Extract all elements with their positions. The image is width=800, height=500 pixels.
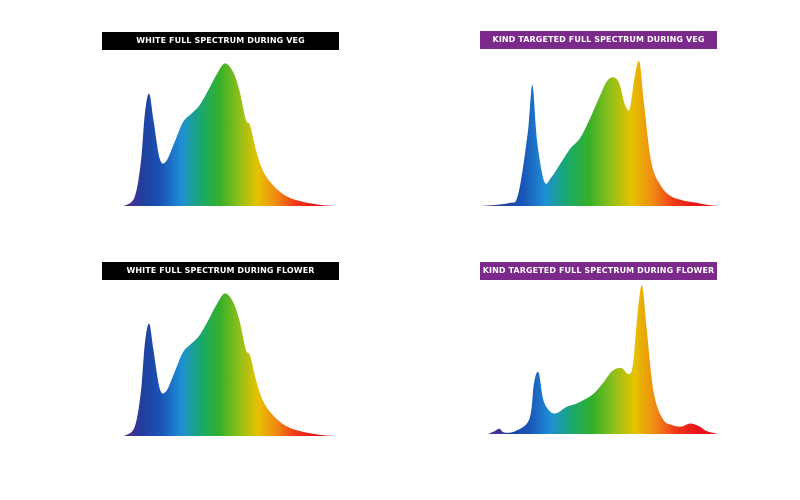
panel-white-veg: WHITE FULL SPECTRUM DURING VEG — [102, 32, 352, 222]
spectrum-chart — [480, 60, 718, 206]
spectrum-chart — [488, 285, 718, 434]
panel-white-flower: WHITE FULL SPECTRUM DURING FLOWER — [102, 262, 352, 452]
spectrum-area — [124, 293, 334, 436]
chart-title: WHITE FULL SPECTRUM DURING VEG — [102, 32, 339, 50]
chart-title: KIND TARGETED FULL SPECTRUM DURING FLOWE… — [480, 262, 717, 280]
chart-title: KIND TARGETED FULL SPECTRUM DURING VEG — [480, 31, 717, 49]
spectrum-area — [124, 63, 334, 206]
spectrum-area — [488, 285, 718, 434]
spectrum-area — [480, 60, 718, 206]
spectrum-chart — [124, 293, 334, 436]
chart-title: WHITE FULL SPECTRUM DURING FLOWER — [102, 262, 339, 280]
panel-kind-flower: KIND TARGETED FULL SPECTRUM DURING FLOWE… — [480, 262, 730, 452]
panel-kind-veg: KIND TARGETED FULL SPECTRUM DURING VEG — [480, 31, 730, 221]
spectrum-chart — [124, 63, 334, 206]
